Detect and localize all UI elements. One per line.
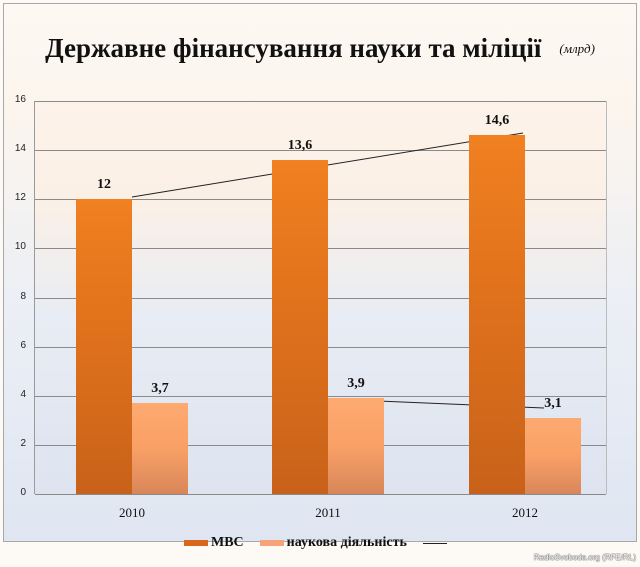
- bar-mvs: [272, 159, 328, 494]
- y-tick-label: 2: [20, 437, 26, 449]
- y-tick-label: 8: [20, 290, 26, 302]
- bar-science: [328, 398, 384, 494]
- value-label-science: 3,1: [544, 395, 562, 411]
- unit-label: (млрд): [559, 41, 595, 56]
- y-tick-label: 0: [20, 487, 26, 498]
- gridline: [35, 101, 606, 102]
- legend-label-mvs: МВС: [211, 535, 244, 550]
- bar-mvs: [469, 135, 525, 494]
- value-label-science: 3,9: [347, 376, 365, 392]
- legend-swatch-mvs: [184, 540, 208, 546]
- credit-watermark: RadioSvoboda.org (RFE/RL): [533, 553, 636, 562]
- value-label-mvs: 13,6: [287, 137, 313, 153]
- value-label-mvs: 12: [97, 177, 111, 193]
- legend-swatch-trend: [422, 542, 447, 544]
- gridline: [35, 494, 606, 495]
- y-tick-label: 4: [20, 388, 26, 400]
- legend-label-science: наукова діяльність: [286, 535, 407, 550]
- bar-science: [525, 417, 581, 494]
- legend-swatch-science: [259, 540, 284, 546]
- bar-mvs: [76, 199, 132, 494]
- bar-science: [132, 403, 188, 494]
- y-tick-label: 6: [20, 339, 26, 351]
- gridline: [35, 150, 606, 152]
- y-tick-label: 10: [14, 241, 26, 253]
- y-tick-label: 14: [14, 143, 26, 155]
- title-text: Державне фінансування науки та міліції: [45, 33, 542, 63]
- value-label-mvs: 14,6: [484, 113, 510, 129]
- y-tick-label: 16: [14, 94, 26, 105]
- x-tick-label: 2011: [315, 505, 341, 520]
- x-tick-label: 2010: [119, 505, 145, 520]
- x-tick-label: 2012: [512, 505, 538, 520]
- legend: МВС наукова діяльність: [184, 535, 447, 551]
- chart-title: Державне фінансування науки та міліції (м…: [0, 33, 640, 64]
- y-tick-label: 12: [14, 192, 26, 204]
- value-label-science: 3,7: [151, 381, 169, 397]
